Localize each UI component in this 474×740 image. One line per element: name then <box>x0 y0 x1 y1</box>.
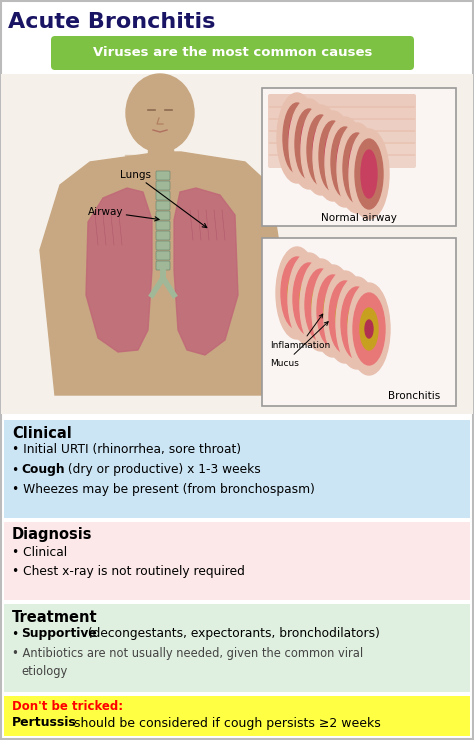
Ellipse shape <box>281 257 313 329</box>
Ellipse shape <box>289 114 305 162</box>
Ellipse shape <box>325 132 341 180</box>
Ellipse shape <box>313 126 329 174</box>
FancyBboxPatch shape <box>4 420 470 518</box>
Ellipse shape <box>317 296 325 314</box>
Text: • Initial URTI (rhinorrhea, sore throat): • Initial URTI (rhinorrhea, sore throat) <box>12 443 241 457</box>
Ellipse shape <box>293 263 325 335</box>
Text: (dry or productive) x 1-3 weeks: (dry or productive) x 1-3 weeks <box>64 463 261 477</box>
Ellipse shape <box>283 103 311 173</box>
Text: • Antibiotics are not usually needed, given the common viral: • Antibiotics are not usually needed, gi… <box>12 648 363 661</box>
FancyBboxPatch shape <box>156 181 170 190</box>
Ellipse shape <box>276 247 318 339</box>
FancyBboxPatch shape <box>1 74 473 414</box>
FancyBboxPatch shape <box>268 106 416 120</box>
Ellipse shape <box>337 138 353 186</box>
Ellipse shape <box>289 99 329 189</box>
Ellipse shape <box>348 302 366 344</box>
Text: Don't be tricked:: Don't be tricked: <box>12 701 123 713</box>
Ellipse shape <box>301 120 317 168</box>
FancyBboxPatch shape <box>51 36 414 70</box>
Ellipse shape <box>336 296 354 338</box>
Ellipse shape <box>277 93 317 183</box>
Polygon shape <box>40 152 280 395</box>
Ellipse shape <box>317 275 349 347</box>
FancyBboxPatch shape <box>156 171 170 180</box>
FancyBboxPatch shape <box>4 522 470 600</box>
Text: Inflammation: Inflammation <box>270 314 330 350</box>
Ellipse shape <box>331 127 359 197</box>
FancyBboxPatch shape <box>262 88 456 226</box>
FancyBboxPatch shape <box>4 604 470 692</box>
Text: Normal airway: Normal airway <box>321 213 397 223</box>
Ellipse shape <box>349 144 365 192</box>
Ellipse shape <box>312 284 330 326</box>
Ellipse shape <box>353 293 385 365</box>
FancyBboxPatch shape <box>268 130 416 144</box>
Polygon shape <box>86 188 152 352</box>
Text: Acute Bronchitis: Acute Bronchitis <box>8 12 215 32</box>
Ellipse shape <box>325 117 365 207</box>
FancyBboxPatch shape <box>156 251 170 260</box>
Text: etiology: etiology <box>21 665 67 678</box>
Text: Viruses are the most common causes: Viruses are the most common causes <box>93 47 372 59</box>
Text: Clinical: Clinical <box>12 425 72 440</box>
Ellipse shape <box>300 259 342 351</box>
Ellipse shape <box>348 283 390 375</box>
Ellipse shape <box>126 74 194 152</box>
Ellipse shape <box>341 308 349 326</box>
Ellipse shape <box>349 129 389 219</box>
Ellipse shape <box>319 121 347 191</box>
Ellipse shape <box>329 302 337 320</box>
FancyBboxPatch shape <box>268 118 416 132</box>
Ellipse shape <box>353 314 361 332</box>
Ellipse shape <box>305 269 337 341</box>
Ellipse shape <box>288 253 330 345</box>
Ellipse shape <box>312 265 354 357</box>
FancyBboxPatch shape <box>268 94 416 108</box>
Bar <box>148 148 173 176</box>
Ellipse shape <box>360 308 378 350</box>
Text: Cough: Cough <box>21 463 64 477</box>
Text: Mucus: Mucus <box>270 322 328 368</box>
FancyBboxPatch shape <box>156 201 170 210</box>
FancyBboxPatch shape <box>156 261 170 270</box>
Text: • Clinical: • Clinical <box>12 545 67 559</box>
Text: Pertussis: Pertussis <box>12 716 77 730</box>
Ellipse shape <box>329 281 361 353</box>
Ellipse shape <box>324 271 366 363</box>
Text: • Chest x-ray is not routinely required: • Chest x-ray is not routinely required <box>12 565 245 579</box>
FancyBboxPatch shape <box>4 518 470 523</box>
FancyBboxPatch shape <box>268 142 416 156</box>
Ellipse shape <box>337 123 377 213</box>
Ellipse shape <box>288 272 306 314</box>
FancyBboxPatch shape <box>156 241 170 250</box>
Text: Supportive: Supportive <box>21 628 97 641</box>
Ellipse shape <box>300 278 318 320</box>
FancyBboxPatch shape <box>156 211 170 220</box>
FancyBboxPatch shape <box>156 191 170 200</box>
FancyBboxPatch shape <box>268 154 416 168</box>
FancyBboxPatch shape <box>156 231 170 240</box>
Text: Bronchitis: Bronchitis <box>388 391 440 401</box>
Text: Diagnosis: Diagnosis <box>12 528 92 542</box>
Ellipse shape <box>341 287 373 359</box>
Polygon shape <box>174 188 238 355</box>
Ellipse shape <box>336 277 378 369</box>
Text: • Wheezes may be present (from bronchospasm): • Wheezes may be present (from bronchosp… <box>12 483 315 497</box>
Ellipse shape <box>307 115 335 185</box>
Ellipse shape <box>355 139 383 209</box>
Ellipse shape <box>343 133 371 203</box>
Text: Lungs: Lungs <box>120 170 207 228</box>
Ellipse shape <box>313 111 353 201</box>
Ellipse shape <box>365 320 373 338</box>
Ellipse shape <box>324 290 342 332</box>
Ellipse shape <box>305 290 313 308</box>
Ellipse shape <box>301 105 341 195</box>
Ellipse shape <box>295 109 323 179</box>
FancyBboxPatch shape <box>156 221 170 230</box>
Text: should be considered if cough persists ≥2 weeks: should be considered if cough persists ≥… <box>70 716 381 730</box>
FancyBboxPatch shape <box>262 238 456 406</box>
Text: Treatment: Treatment <box>12 610 98 625</box>
Text: Airway: Airway <box>88 207 159 221</box>
